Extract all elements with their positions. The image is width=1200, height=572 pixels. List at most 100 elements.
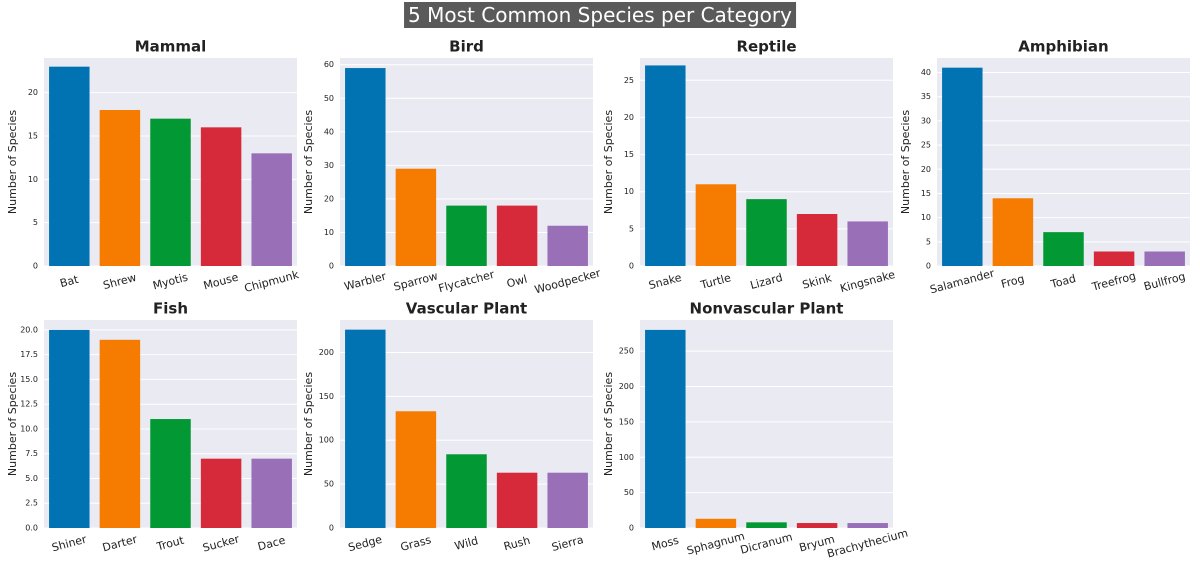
y-tick-label: 15 [921, 189, 931, 198]
y-tick-label: 50 [324, 94, 334, 103]
y-axis-label: Number of Species [6, 372, 19, 476]
bar [645, 65, 686, 266]
bar [547, 225, 588, 266]
bar [395, 411, 437, 528]
y-tick-label: 25 [921, 141, 931, 150]
y-axis-label: Number of Species [602, 110, 615, 214]
y-tick-label: 15 [624, 150, 634, 159]
bar [1043, 232, 1084, 266]
x-tick-label: Treefrog [1090, 269, 1138, 293]
bar [395, 168, 437, 266]
x-tick-label: Myotis [151, 271, 189, 293]
bar [746, 199, 787, 266]
x-tick-label: Shrew [102, 271, 138, 292]
x-tick-label: Rush [502, 534, 531, 554]
bar [251, 458, 292, 528]
x-tick-label: Mouse [202, 271, 240, 293]
x-tick-label: Brachythecium [826, 526, 910, 560]
bar [796, 214, 838, 266]
y-tick-label: 0 [629, 262, 634, 271]
y-tick-label: 10 [28, 175, 38, 184]
x-tick-label: Salamander [928, 267, 996, 297]
bar [1093, 251, 1135, 266]
subplot-title: Bird [449, 38, 484, 56]
y-tick-label: 50 [324, 480, 334, 489]
x-tick-label: Bat [59, 273, 81, 291]
x-tick-label: Warbler [343, 270, 388, 294]
x-tick-label: Sedge [347, 533, 384, 555]
x-tick-label: Owl [505, 273, 528, 291]
y-tick-label: 2.5 [25, 499, 38, 508]
y-axis-label: Number of Species [899, 110, 912, 214]
y-tick-label: 10 [921, 213, 931, 222]
y-tick-label: 0 [329, 524, 334, 533]
subplot: Reptile Number of Species 0 5 10 15 20 25 Snake T… [602, 38, 897, 296]
subplot: Fish Number of Species 0.0 2.5 5.0 7.5 10.0 12.… [6, 300, 297, 555]
y-tick-label: 50 [624, 488, 634, 497]
bar [942, 67, 983, 267]
bar [992, 198, 1034, 266]
y-axis-label: Number of Species [6, 110, 19, 214]
x-tick-label: Grass [399, 533, 433, 554]
x-tick-label: Toad [1048, 272, 1077, 291]
x-tick-label: Moss [650, 534, 680, 554]
y-tick-label: 100 [619, 453, 634, 462]
bar [200, 127, 242, 266]
bar [695, 518, 737, 528]
y-tick-label: 20 [28, 88, 38, 97]
y-tick-label: 20 [324, 194, 334, 203]
subplot-title: Reptile [736, 38, 796, 56]
bar [345, 329, 386, 528]
y-tick-label: 5 [33, 218, 38, 227]
y-tick-label: 250 [619, 347, 634, 356]
subplot-title: Fish [153, 300, 188, 318]
bar [150, 118, 191, 267]
bar [847, 221, 888, 266]
bar [695, 184, 737, 266]
x-tick-label: Chipmunk [243, 268, 301, 295]
bar [49, 329, 90, 528]
y-tick-label: 5 [629, 224, 634, 233]
bar [496, 205, 538, 266]
y-axis-label: Number of Species [602, 372, 615, 476]
y-tick-label: 5 [926, 237, 931, 246]
y-tick-label: 20 [624, 113, 634, 122]
x-tick-label: Snake [647, 271, 683, 292]
bar [251, 153, 292, 266]
y-tick-label: 10 [624, 187, 634, 196]
subplot-title: Vascular Plant [406, 300, 527, 318]
bar [99, 339, 141, 528]
bar [150, 419, 191, 528]
x-tick-label: Sparrow [392, 269, 439, 293]
subplot: Mammal Number of Species 0 5 10 15 20 Bat Shrew M… [6, 38, 301, 296]
x-tick-label: Lizard [749, 271, 784, 292]
bar [345, 68, 386, 266]
y-tick-label: 60 [324, 60, 334, 69]
y-tick-label: 0 [629, 524, 634, 533]
y-tick-label: 0 [926, 262, 931, 271]
x-tick-label: Sierra [550, 533, 585, 554]
y-tick-label: 20 [921, 165, 931, 174]
bar [99, 110, 141, 266]
x-tick-label: Wild [453, 534, 479, 553]
figure-title: 5 Most Common Species per Category [404, 2, 796, 28]
subplot-title: Mammal [135, 38, 207, 56]
y-tick-label: 150 [319, 392, 334, 401]
y-axis-label: Number of Species [302, 372, 315, 476]
bar [49, 66, 90, 267]
subplot: Nonvascular Plant Number of Species 0 50 100… [602, 300, 909, 561]
x-tick-label: Dicranum [739, 530, 794, 556]
bar [446, 454, 487, 528]
bar [547, 472, 588, 528]
y-tick-label: 35 [921, 92, 931, 101]
y-tick-label: 20.0 [20, 325, 38, 334]
x-tick-label: Bullfrog [1142, 270, 1186, 294]
y-tick-label: 40 [921, 68, 931, 77]
y-tick-label: 200 [319, 348, 334, 357]
y-tick-label: 200 [619, 382, 634, 391]
y-tick-label: 10 [324, 228, 334, 237]
x-tick-label: Trout [154, 534, 185, 554]
x-tick-label: Shiner [50, 533, 88, 555]
